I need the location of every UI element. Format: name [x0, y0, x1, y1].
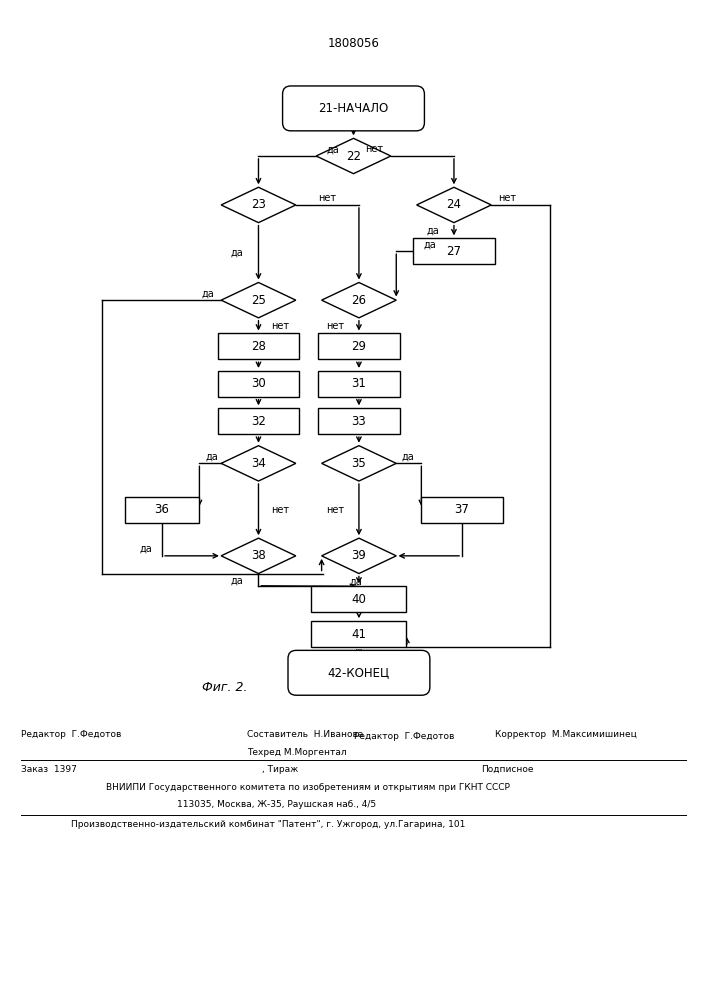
Text: да: да	[230, 248, 243, 258]
Text: 37: 37	[455, 503, 469, 516]
Text: 24: 24	[446, 198, 462, 211]
Bar	[218, 333, 299, 359]
Text: , Тираж: , Тираж	[262, 765, 298, 774]
Text: 28: 28	[251, 340, 266, 353]
FancyBboxPatch shape	[283, 86, 424, 131]
Text: 34: 34	[251, 457, 266, 470]
Text: нет: нет	[326, 505, 344, 515]
Text: нет: нет	[271, 321, 289, 331]
Text: 22: 22	[346, 149, 361, 162]
Polygon shape	[322, 538, 396, 574]
Text: Заказ  1397: Заказ 1397	[21, 765, 77, 774]
Text: 26: 26	[351, 294, 366, 307]
Bar	[421, 497, 503, 523]
Text: 23: 23	[251, 198, 266, 211]
Text: Техред М.Моргентал: Техред М.Моргентал	[247, 748, 347, 757]
Text: 31: 31	[351, 377, 366, 390]
Text: Фиг. 2.: Фиг. 2.	[201, 681, 247, 694]
Text: да: да	[327, 144, 339, 154]
Text: да: да	[205, 452, 218, 462]
Bar	[318, 333, 399, 359]
Bar	[218, 371, 299, 397]
Bar	[413, 238, 495, 264]
Text: 35: 35	[351, 457, 366, 470]
Bar	[311, 621, 407, 647]
Text: нет: нет	[498, 193, 516, 203]
Text: 27: 27	[446, 245, 462, 258]
Polygon shape	[221, 538, 296, 574]
Text: 30: 30	[251, 377, 266, 390]
Polygon shape	[221, 446, 296, 481]
Text: 25: 25	[251, 294, 266, 307]
Text: 21-НАЧАЛО: 21-НАЧАЛО	[318, 102, 389, 115]
Text: Корректор  М.Максимишинец: Корректор М.Максимишинец	[495, 730, 636, 739]
Text: да: да	[423, 239, 436, 249]
FancyBboxPatch shape	[288, 650, 430, 695]
Text: 113035, Москва, Ж-35, Раушская наб., 4/5: 113035, Москва, Ж-35, Раушская наб., 4/5	[177, 800, 376, 809]
Text: 40: 40	[351, 593, 366, 606]
Bar	[318, 371, 399, 397]
Text: 33: 33	[351, 415, 366, 428]
Text: 38: 38	[251, 549, 266, 562]
Text: нет: нет	[318, 193, 337, 203]
Text: Подписное: Подписное	[481, 765, 533, 774]
Text: да: да	[402, 452, 414, 462]
Polygon shape	[221, 282, 296, 318]
Bar	[124, 497, 199, 523]
Text: да: да	[349, 577, 362, 587]
Polygon shape	[322, 282, 396, 318]
Text: нет: нет	[365, 144, 383, 154]
Text: 32: 32	[251, 415, 266, 428]
Text: 41: 41	[351, 628, 366, 641]
Text: нет: нет	[326, 321, 344, 331]
Text: 1808056: 1808056	[327, 37, 380, 50]
Polygon shape	[316, 138, 391, 174]
Text: Производственно-издательский комбинат "Патент", г. Ужгород, ул.Гагарина, 101: Производственно-издательский комбинат "П…	[71, 820, 465, 829]
Text: 39: 39	[351, 549, 366, 562]
Text: 29: 29	[351, 340, 366, 353]
Text: Редактор  Г.Федотов: Редактор Г.Федотов	[354, 732, 454, 741]
Text: 36: 36	[155, 503, 170, 516]
Polygon shape	[416, 187, 491, 223]
Text: Редактор  Г.Федотов: Редактор Г.Федотов	[21, 730, 122, 739]
Text: Составитель  Н.Иванова: Составитель Н.Иванова	[247, 730, 364, 739]
Bar	[311, 586, 407, 612]
Text: да: да	[426, 225, 439, 235]
Text: да: да	[201, 288, 214, 298]
Bar	[318, 408, 399, 434]
Polygon shape	[322, 446, 396, 481]
Text: нет: нет	[271, 505, 289, 515]
Bar	[218, 408, 299, 434]
Text: ВНИИПИ Государственного комитета по изобретениям и открытиям при ГКНТ СССР: ВНИИПИ Государственного комитета по изоб…	[106, 783, 510, 792]
Text: 42-КОНЕЦ: 42-КОНЕЦ	[328, 666, 390, 679]
Text: да: да	[139, 544, 152, 554]
Polygon shape	[221, 187, 296, 223]
Text: да: да	[230, 575, 243, 585]
